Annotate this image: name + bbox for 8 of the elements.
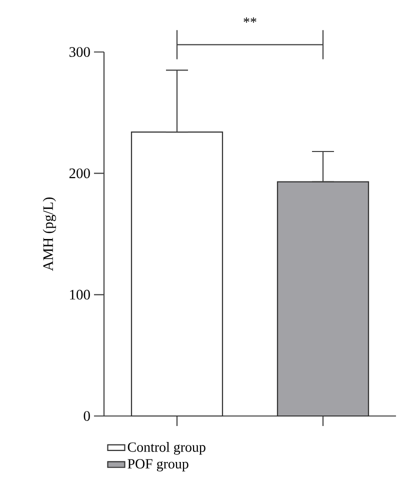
y-tick-label: 300 xyxy=(69,47,90,57)
y-tick-label: 100 xyxy=(70,290,90,300)
y-tick-label: 0 xyxy=(84,411,90,421)
y-tick-label: 200 xyxy=(69,168,90,178)
y-axis-title: AMH (pg/L) xyxy=(42,198,56,271)
text: ** xyxy=(244,17,256,23)
legend-label: POF group xyxy=(128,459,188,472)
legend-label: Control group xyxy=(128,442,206,455)
